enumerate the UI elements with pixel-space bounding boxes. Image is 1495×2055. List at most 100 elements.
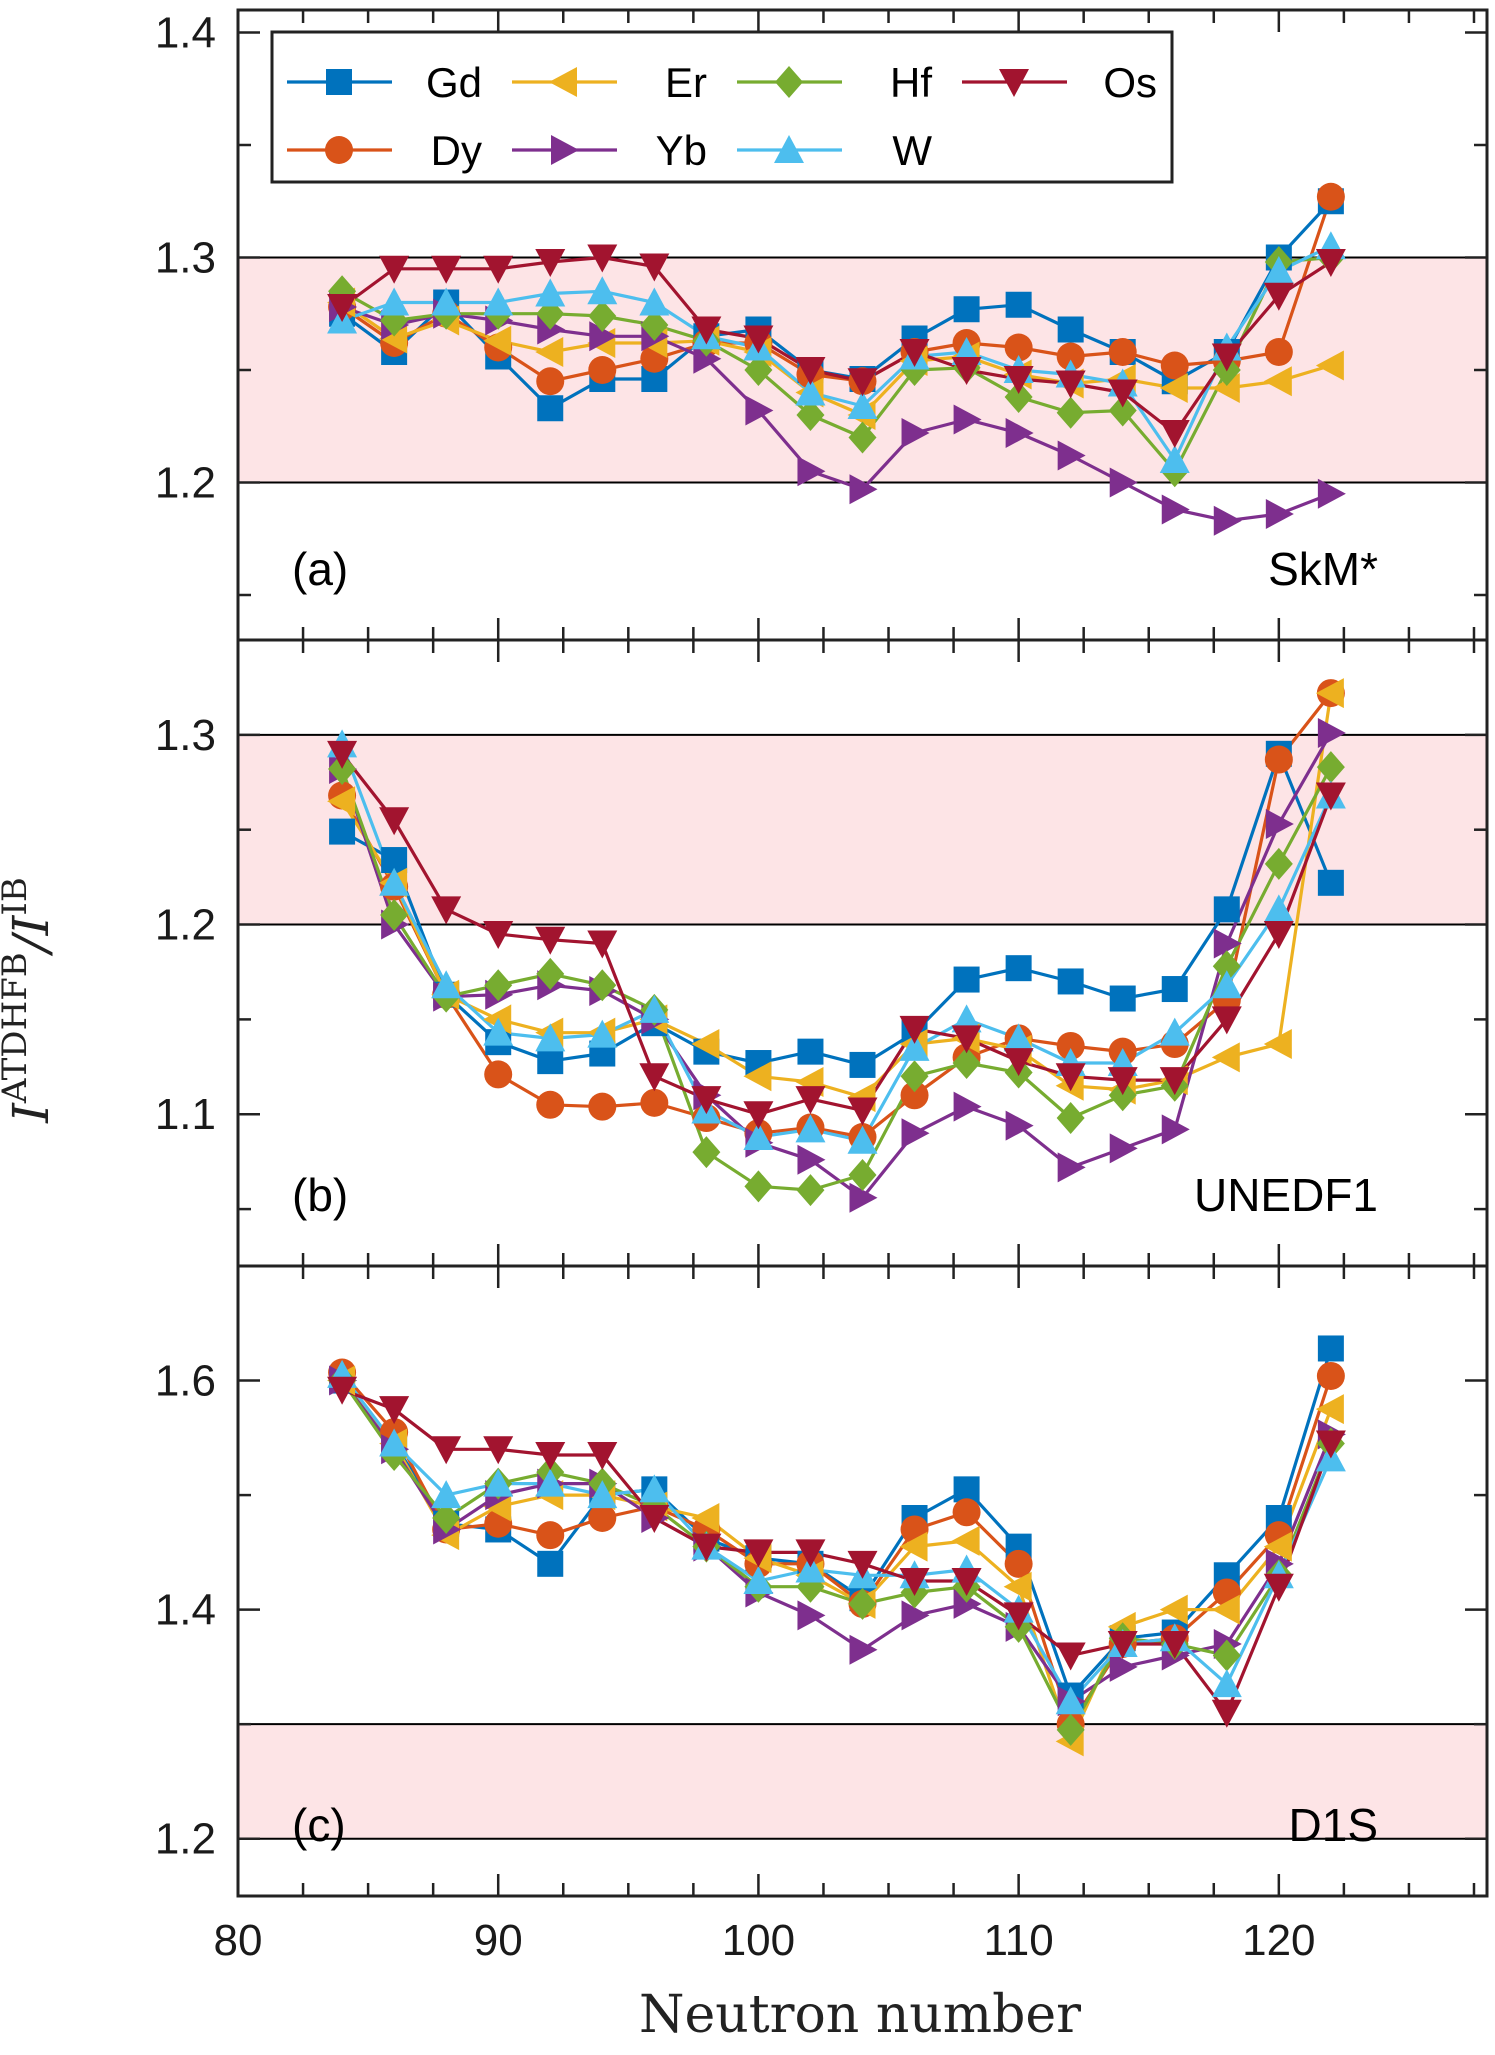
data-point-gd: [537, 1550, 564, 1577]
data-point-os: [535, 926, 566, 955]
data-point-os: [691, 316, 722, 345]
x-tick-label: 120: [1242, 1916, 1315, 1965]
data-point-yb: [1213, 928, 1242, 959]
data-point-dy: [900, 1081, 929, 1110]
panel-tag: (b): [292, 1169, 348, 1221]
data-point-yb: [797, 456, 826, 487]
x-axis-label: Neutron number: [639, 1985, 1081, 2045]
data-point-gd: [1057, 316, 1084, 343]
data-point-os: [1263, 1573, 1294, 1602]
data-point-w: [1211, 1669, 1242, 1698]
data-point-dy: [536, 367, 565, 396]
data-point-os: [1211, 1006, 1242, 1035]
data-point-os: [899, 1015, 930, 1044]
data-point-os: [951, 1568, 982, 1596]
series-markers-yb: [329, 1365, 1346, 1717]
data-point-os: [743, 1101, 774, 1130]
data-point-er: [743, 1061, 772, 1092]
series-line-er: [340, 1379, 1333, 1744]
data-point-yb: [589, 321, 618, 352]
data-point-er: [691, 1503, 720, 1533]
legend-box: [270, 30, 1174, 184]
legend-marker: [326, 69, 352, 95]
data-point-os: [1107, 1631, 1138, 1659]
data-point-os: [1159, 1631, 1190, 1659]
data-point-hf: [1056, 396, 1085, 429]
data-point-hf: [848, 1587, 877, 1620]
panel-3: 1.2 1.4 1.6 (c) D1S: [155, 1264, 1489, 1898]
data-point-dy: [640, 1088, 669, 1117]
data-point-os: [1159, 1067, 1190, 1096]
series-markers-os: [327, 1376, 1346, 1728]
data-point-w: [431, 970, 462, 999]
data-point-w: [587, 276, 618, 305]
data-point-yb: [745, 395, 774, 426]
data-point-er: [483, 1004, 512, 1035]
data-point-w: [483, 287, 514, 316]
data-point-w: [1159, 445, 1190, 473]
shaded-band: [238, 1724, 1487, 1839]
data-point-hf: [1108, 394, 1137, 427]
y-label-slash: /: [2, 931, 60, 956]
x-tick-label: 110: [984, 1916, 1054, 1965]
y-tick-label: 1.2: [155, 901, 216, 950]
data-point-os: [1159, 420, 1190, 448]
data-point-os: [587, 1442, 618, 1470]
data-point-er: [535, 337, 564, 367]
data-point-yb: [1057, 1152, 1086, 1183]
legend-marker: [549, 67, 577, 97]
data-point-er: [899, 1531, 928, 1562]
data-point-gd: [1213, 896, 1240, 923]
data-point-yb: [849, 1634, 878, 1665]
data-point-os: [327, 294, 358, 322]
data-point-os: [639, 1505, 670, 1533]
panels: 1.2 1.3 1.4 (a) SkM* 1.1 1.2 1.3 (b) UNEDF1 1.2 1.4…: [155, 8, 1489, 1898]
data-point-dy: [536, 1521, 565, 1550]
data-point-os: [1211, 343, 1242, 372]
y-tick-label: 1.2: [155, 1815, 216, 1864]
data-point-yb: [1109, 1133, 1138, 1164]
data-point-yb: [953, 1588, 982, 1619]
y-tick-label: 1.3: [155, 234, 216, 283]
data-point-yb: [901, 1600, 930, 1631]
series-markers-hf: [328, 751, 1345, 1207]
data-point-gd: [1317, 869, 1344, 896]
data-point-os: [327, 1376, 358, 1405]
data-point-hf: [1316, 751, 1345, 784]
data-point-hf: [432, 1502, 461, 1534]
data-point-gd: [849, 1051, 876, 1078]
data-point-os: [1003, 366, 1034, 394]
data-point-yb: [1265, 499, 1294, 529]
data-point-er: [1263, 1029, 1292, 1060]
data-point-w: [587, 1480, 618, 1509]
data-point-er: [1211, 373, 1240, 403]
data-point-w: [1003, 1023, 1034, 1052]
data-point-gd: [1317, 1335, 1344, 1362]
data-point-er: [1211, 1594, 1240, 1625]
data-point-os: [743, 1539, 774, 1568]
data-point-er: [691, 1029, 720, 1060]
data-point-er: [1315, 350, 1344, 381]
y-label-numerator: I: [2, 1102, 60, 1124]
data-point-hf: [536, 957, 565, 990]
data-point-os: [483, 1436, 514, 1465]
data-point-os: [847, 368, 878, 397]
data-point-w: [639, 994, 670, 1023]
data-point-os: [899, 1568, 930, 1596]
data-point-dy: [1264, 745, 1293, 774]
data-point-w: [743, 1566, 774, 1594]
panel-model-label: SkM*: [1268, 543, 1378, 595]
data-point-w: [431, 1480, 462, 1509]
legend-marker: [551, 135, 579, 165]
data-point-os: [795, 1539, 826, 1568]
data-point-er: [1159, 373, 1188, 403]
data-point-w: [483, 1468, 514, 1497]
legend-entry-dy: Dy: [287, 127, 482, 174]
data-point-yb: [953, 1091, 982, 1122]
data-point-os: [1055, 370, 1086, 399]
series-markers-hf: [328, 1364, 1345, 1746]
data-point-w: [1211, 970, 1242, 999]
legend-entry-er: Er: [512, 59, 707, 106]
data-point-w: [847, 1125, 878, 1154]
data-point-w: [535, 278, 566, 307]
